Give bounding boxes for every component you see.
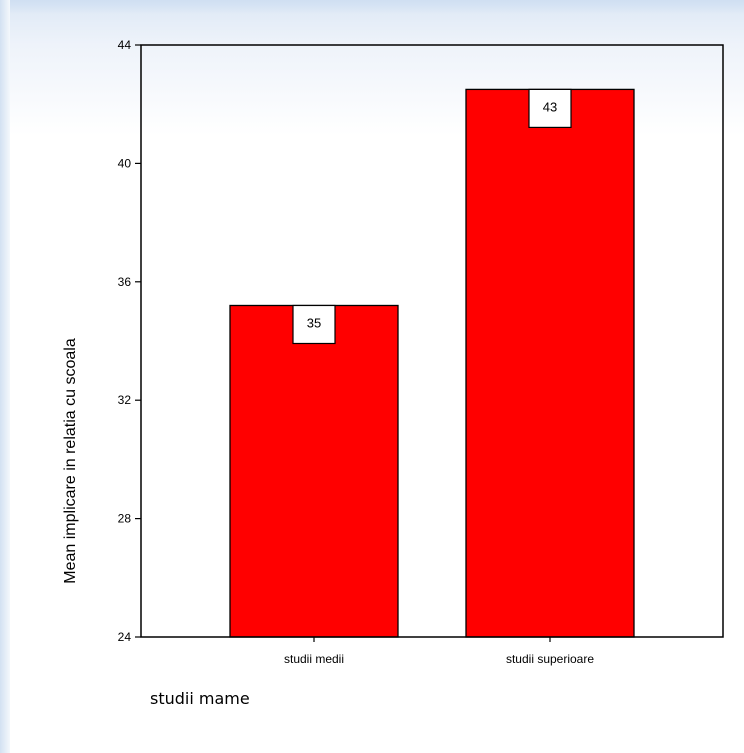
y-tick-label: 36: [118, 275, 132, 289]
y-tick-label: 28: [118, 512, 132, 526]
x-axis-label: studii mame: [150, 689, 250, 708]
data-label: 43: [543, 99, 557, 114]
y-tick-label: 32: [118, 393, 132, 407]
data-labels: 35 43: [292, 88, 572, 345]
y-axis-label: Mean implicare in relatia cu scoala: [62, 338, 79, 584]
y-tick-label: 40: [118, 156, 132, 170]
bars-layer: [229, 88, 635, 638]
bar: [465, 88, 635, 638]
x-axis: studii medii studii superioare: [284, 637, 594, 666]
x-category-label: studii superioare: [506, 652, 594, 666]
slide-top-gradient: [0, 0, 744, 14]
y-tick-label: 24: [118, 630, 132, 644]
y-axis: 24 28 32 36 40 44: [118, 38, 141, 644]
plot-frame: [140, 44, 724, 638]
data-label-box: [292, 304, 336, 345]
x-category-label: studii medii: [284, 652, 344, 666]
slide-left-gradient: [0, 0, 10, 753]
data-label: 35: [307, 315, 321, 330]
y-tick-label: 44: [118, 38, 132, 52]
data-label-box: [528, 88, 572, 129]
bar: [229, 304, 399, 638]
